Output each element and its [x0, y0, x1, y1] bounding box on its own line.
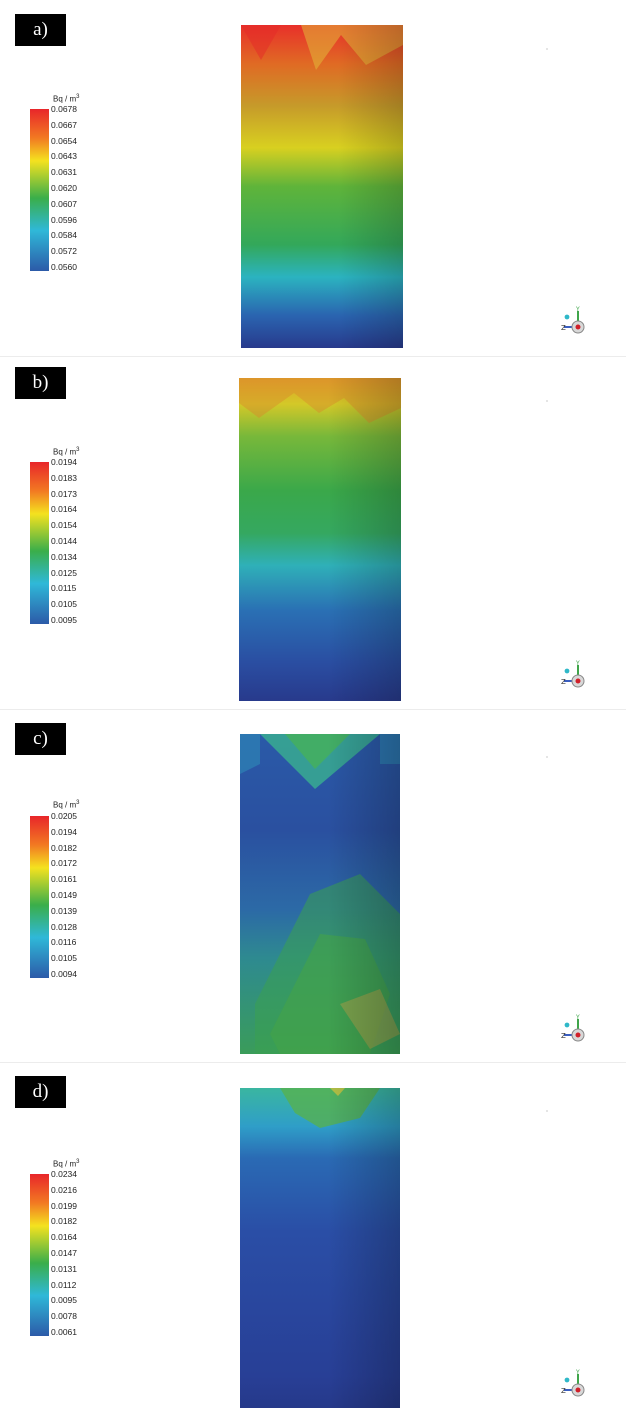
- tick-label: 0.0667: [51, 119, 77, 130]
- tick-label: 0.0643: [51, 151, 77, 162]
- axis-triad-icon: Z Y: [561, 1014, 585, 1042]
- tick-label: 0.0095: [51, 615, 77, 625]
- unit-label: Bq / m3: [53, 94, 80, 104]
- tick-label: 0.0620: [51, 183, 77, 193]
- axis-triad-icon: Z Y: [561, 1369, 585, 1397]
- tick-label: 0.0164: [51, 1232, 77, 1243]
- tick-label: 0.0061: [51, 1327, 77, 1337]
- panel-label: b): [15, 367, 66, 399]
- tick-label: 0.0183: [51, 472, 77, 483]
- tick-label: 0.0584: [51, 230, 77, 241]
- tick-label: 0.0128: [51, 921, 77, 932]
- tick-label: 0.0105: [51, 953, 77, 964]
- panel-a: a) Bq / m3 0.0678 0.0667 0.0654 0.0643 0…: [0, 0, 626, 353]
- tick-label: 0.0112: [51, 1279, 77, 1290]
- tick-label: 0.0131: [51, 1263, 77, 1274]
- svg-text:Z: Z: [561, 1032, 566, 1040]
- unit-label: Bq / m3: [53, 1159, 80, 1169]
- tick-label: 0.0115: [51, 583, 77, 594]
- tick-label: 0.0205: [51, 811, 77, 821]
- tick-label: 0.0182: [51, 1216, 77, 1227]
- tick-label: 0.0182: [51, 842, 77, 853]
- panel-divider: [0, 356, 626, 357]
- svg-text:Y: Y: [575, 306, 580, 313]
- unit-label: Bq / m3: [53, 800, 80, 810]
- tick-label: 0.0134: [51, 551, 77, 562]
- tick-label: 0.0139: [51, 905, 77, 916]
- panel-label: a): [15, 14, 66, 46]
- concentration-field: [239, 378, 401, 701]
- tick-label: 0.0607: [51, 198, 77, 209]
- tick-label: 0.0094: [51, 969, 77, 979]
- tick-label: 0.0216: [51, 1184, 77, 1195]
- marker-dot: [546, 400, 548, 402]
- marker-dot: [546, 756, 548, 758]
- axis-triad-icon: Z Y: [561, 306, 585, 334]
- svg-text:Y: Y: [575, 1369, 580, 1376]
- panel-c: c) Bq / m3 0.0205 0.0194 0.0182 0.0172 0…: [0, 711, 626, 1064]
- tick-label: 0.0161: [51, 874, 77, 885]
- tick-label: 0.0560: [51, 262, 77, 272]
- tick-label: 0.0173: [51, 488, 77, 499]
- color-scale-bar: [30, 109, 49, 271]
- panel-label: d): [15, 1076, 66, 1108]
- svg-text:Z: Z: [561, 324, 566, 332]
- color-scale-bar: [30, 816, 49, 978]
- concentration-field: [240, 734, 400, 1054]
- tick-label: 0.0172: [51, 858, 77, 869]
- svg-text:Z: Z: [561, 1387, 566, 1395]
- tick-label: 0.0147: [51, 1248, 77, 1258]
- tick-label: 0.0234: [51, 1169, 77, 1179]
- concentration-field: [241, 25, 403, 348]
- tick-label: 0.0149: [51, 890, 77, 900]
- svg-text:Y: Y: [575, 660, 580, 667]
- tick-label: 0.0654: [51, 135, 77, 146]
- tick-label: 0.0678: [51, 104, 77, 114]
- unit-label: Bq / m3: [53, 447, 80, 457]
- concentration-field: [240, 1088, 400, 1408]
- svg-text:Z: Z: [561, 678, 566, 686]
- tick-label: 0.0194: [51, 826, 77, 837]
- tick-label: 0.0144: [51, 536, 77, 546]
- tick-label: 0.0154: [51, 520, 77, 531]
- panel-divider: [0, 709, 626, 710]
- marker-dot: [546, 1110, 548, 1112]
- tick-label: 0.0125: [51, 567, 77, 578]
- color-scale-bar: [30, 462, 49, 624]
- axis-triad-icon: Z Y: [561, 660, 585, 688]
- panel-divider: [0, 1062, 626, 1063]
- color-scale-bar: [30, 1174, 49, 1336]
- panel-label: c): [15, 723, 66, 755]
- tick-label: 0.0631: [51, 167, 77, 178]
- panel-d: d) Bq / m3 0.0234 0.0216 0.0199 0.0182 0…: [0, 1064, 626, 1413]
- tick-label: 0.0572: [51, 246, 77, 257]
- svg-text:Y: Y: [575, 1014, 580, 1021]
- tick-label: 0.0116: [51, 937, 77, 948]
- marker-dot: [546, 48, 548, 50]
- panel-b: b) Bq / m3 0.0194 0.0183 0.0173 0.0164 0…: [0, 358, 626, 711]
- tick-label: 0.0105: [51, 599, 77, 610]
- tick-label: 0.0596: [51, 214, 77, 225]
- tick-label: 0.0078: [51, 1311, 77, 1322]
- tick-label: 0.0164: [51, 504, 77, 515]
- tick-label: 0.0194: [51, 457, 77, 467]
- tick-label: 0.0095: [51, 1295, 77, 1306]
- tick-label: 0.0199: [51, 1200, 77, 1211]
